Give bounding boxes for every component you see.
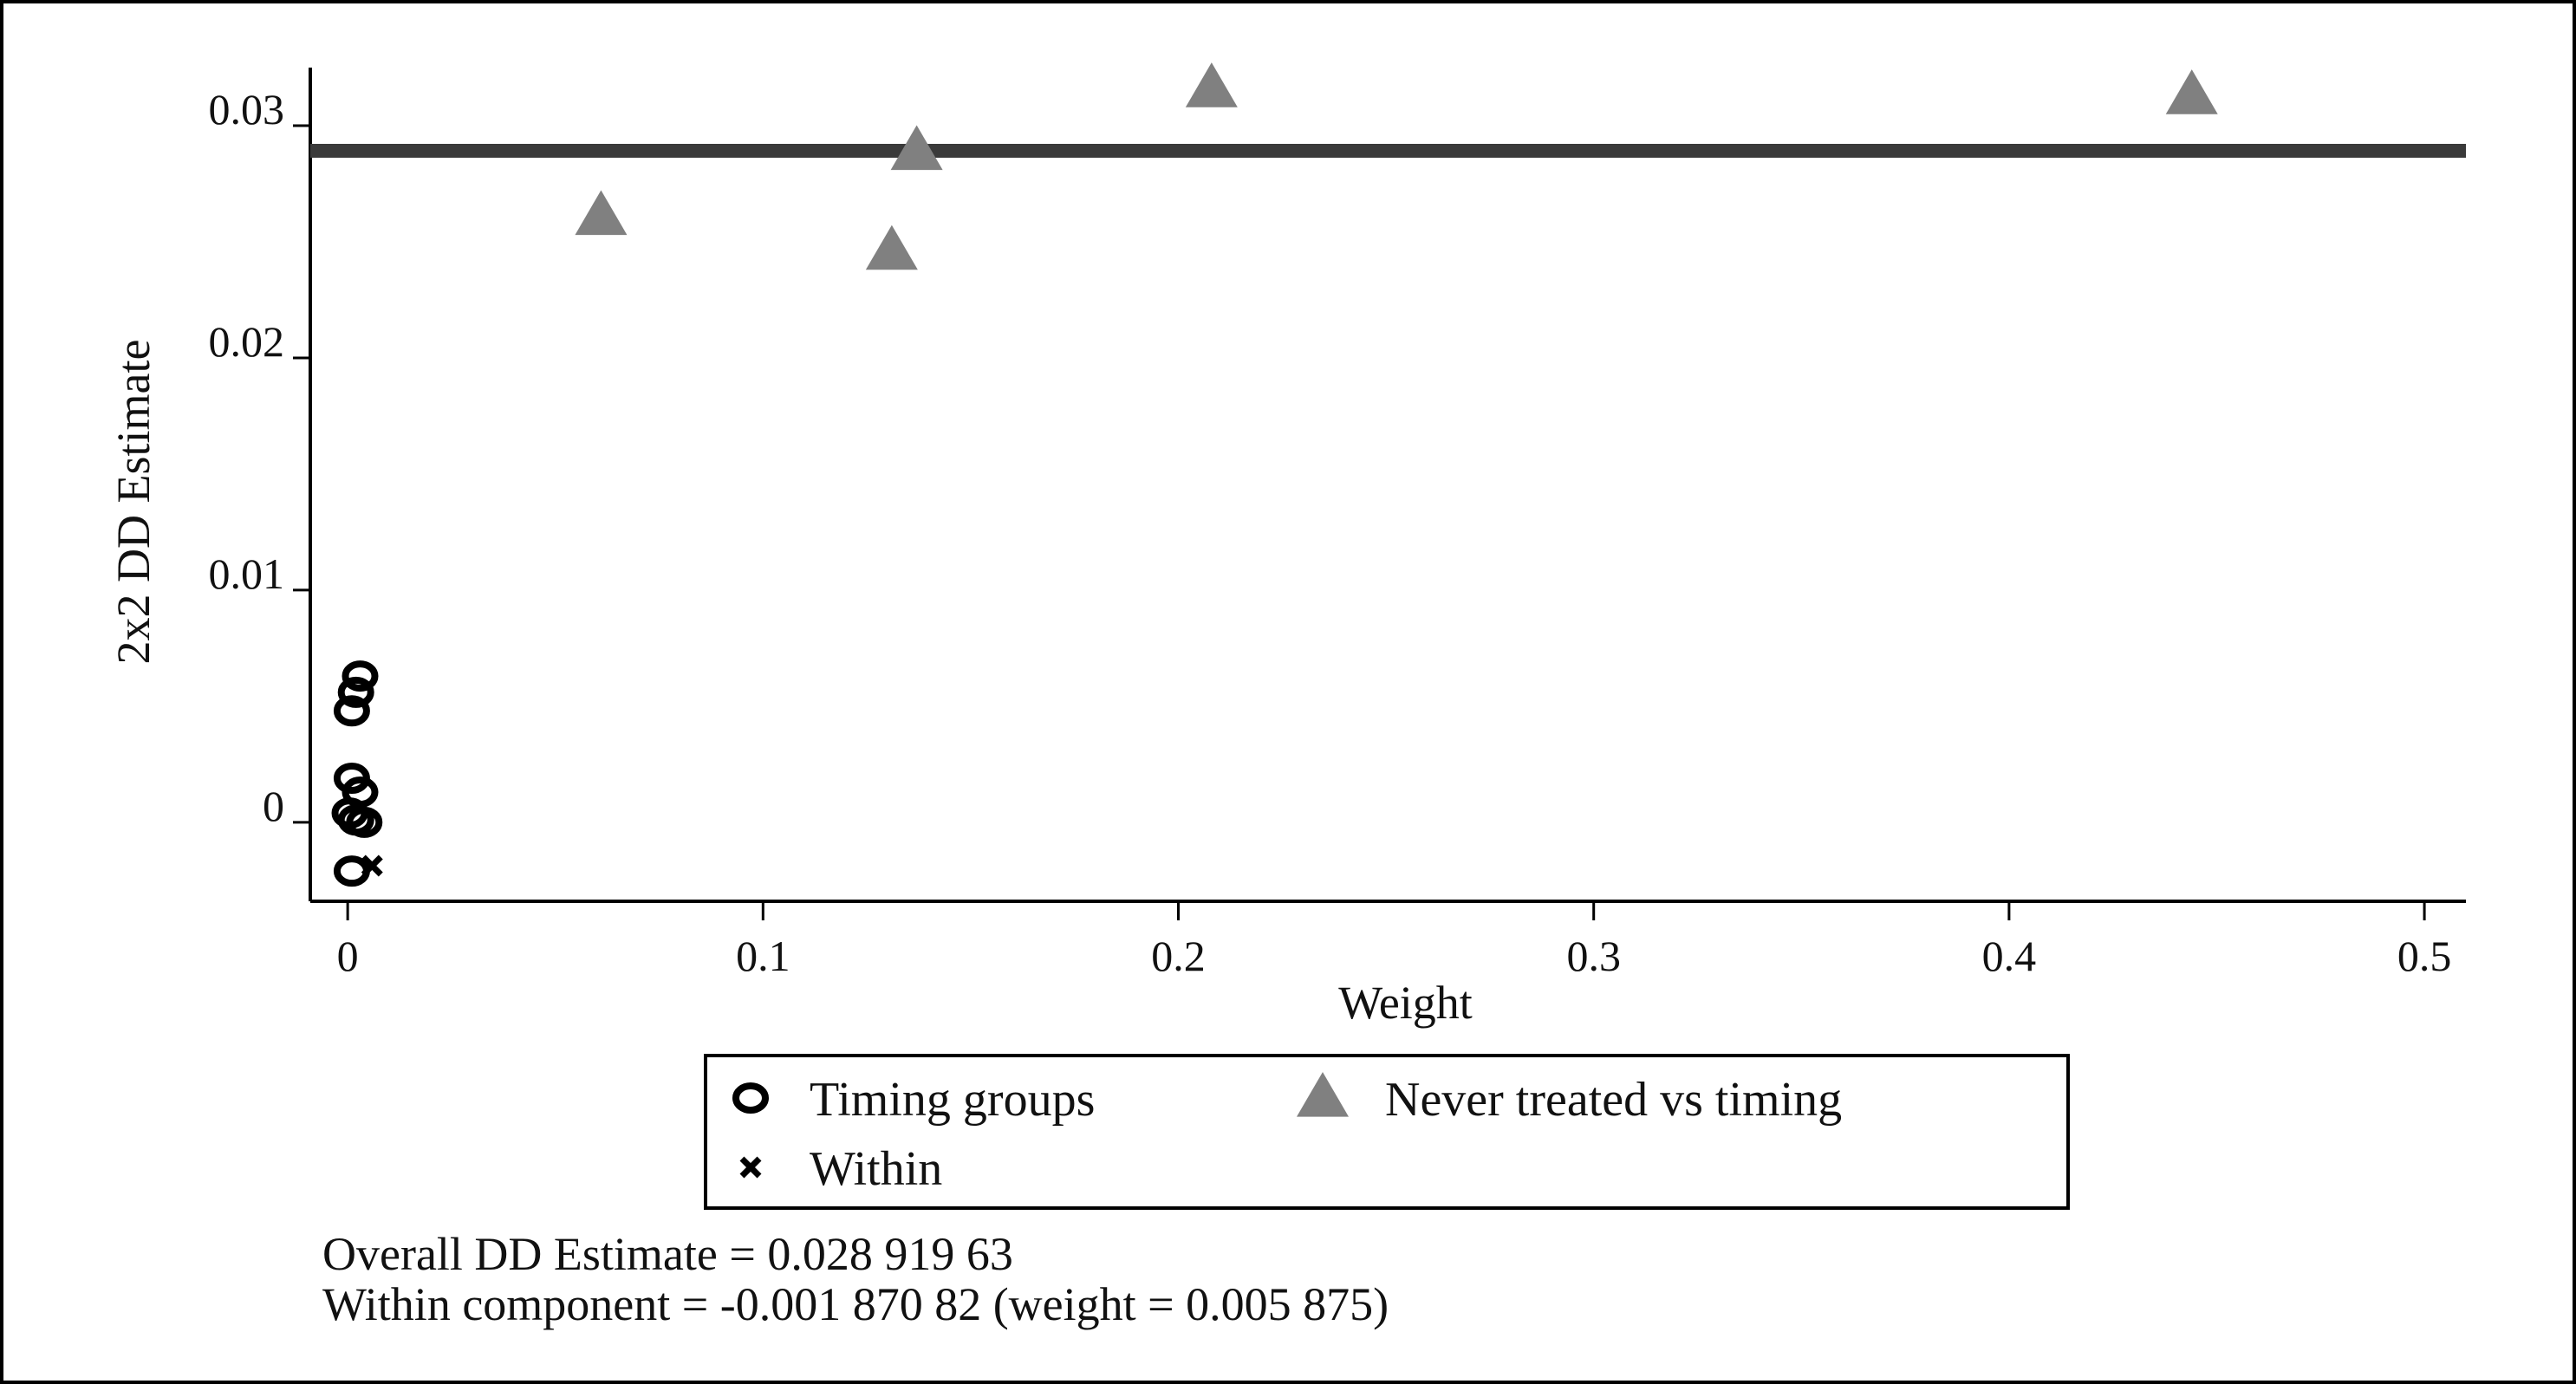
series-1-point-1: [865, 224, 918, 270]
y-axis-title: 2x2 DD Estimate: [107, 340, 159, 665]
legend-label-0: Timing groups: [810, 1073, 1095, 1127]
series-1-point-0: [575, 190, 628, 236]
x-tick-label: 0: [337, 932, 359, 980]
x-tick-label: 0.1: [736, 932, 790, 980]
x-tick-label: 0.4: [1982, 932, 2037, 980]
series-1-point-4: [2165, 69, 2218, 114]
y-tick-label: 0.02: [209, 317, 285, 366]
legend-marker-2: [739, 1156, 762, 1179]
y-tick-label: 0.03: [209, 85, 285, 133]
series-0-point-0: [342, 660, 379, 692]
legend-label-1: Never treated vs timing: [1385, 1073, 1842, 1127]
series-0-point-8: [333, 855, 370, 887]
series-1-point-2: [890, 125, 943, 171]
x-tick-label: 0.2: [1151, 932, 1206, 980]
x-tick-label: 0.5: [2397, 932, 2452, 980]
legend-label-2: Within: [810, 1142, 942, 1196]
legend-box: [704, 1054, 2070, 1210]
legend-marker-0: [732, 1082, 769, 1114]
legend-marker-1: [1297, 1072, 1349, 1117]
overall-dd-note: Overall DD Estimate = 0.028 919 63: [322, 1228, 1013, 1280]
y-tick-label: 0.01: [209, 549, 285, 598]
x-axis-title: Weight: [1338, 977, 1473, 1029]
series-0-point-2: [333, 695, 370, 727]
within-component-note: Within component = -0.001 870 82 (weight…: [322, 1278, 1389, 1330]
series-0-point-1: [337, 676, 374, 708]
series-0-point-7: [346, 806, 383, 838]
x-tick-label: 0.3: [1566, 932, 1621, 980]
y-tick-label: 0: [263, 782, 284, 830]
series-1-point-3: [1185, 62, 1238, 107]
series-2-point-0: [361, 854, 383, 877]
